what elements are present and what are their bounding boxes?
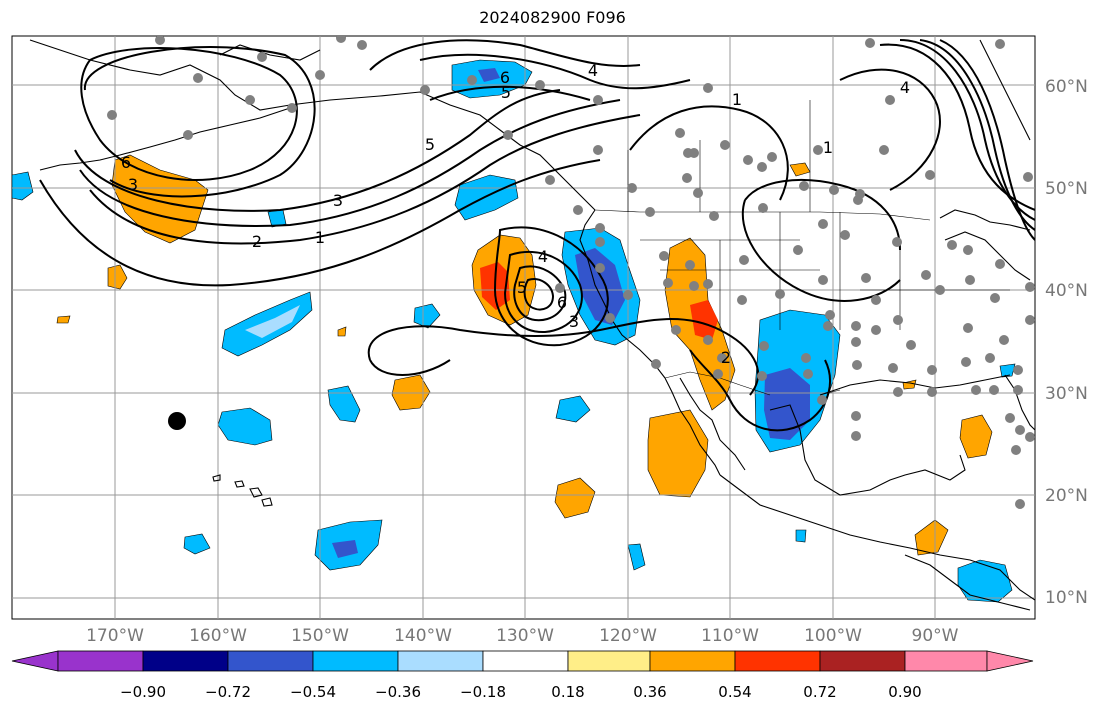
lon-label-110w: 110°W — [701, 626, 759, 646]
lon-label-140w: 140°W — [394, 626, 452, 646]
colorbar-tick-label: 0.72 — [803, 683, 837, 701]
contour-label: 3 — [128, 175, 138, 194]
contour-label: 1 — [315, 228, 325, 247]
contour-label: 4 — [588, 61, 598, 80]
contour-label: 3 — [569, 312, 579, 331]
contour-label: 2 — [252, 232, 262, 251]
colorbar-segment — [819, 650, 906, 672]
colorbar-extend-low — [11, 650, 59, 672]
colorbar-segment — [649, 650, 736, 672]
lat-label-40n: 40°N — [1045, 281, 1088, 301]
station-dots — [107, 36, 1035, 509]
map-title: 2024082900 F096 — [479, 8, 626, 27]
colorbar-tick-label: 0.36 — [633, 683, 667, 701]
colorbar-tick-label: 0.18 — [551, 683, 585, 701]
lon-label-120w: 120°W — [599, 626, 657, 646]
colorbar-tick-label: −0.54 — [290, 683, 336, 701]
colorbar-tick-label: −0.36 — [375, 683, 421, 701]
colorbar-segment — [397, 650, 484, 672]
colorbar-segment — [904, 650, 988, 672]
lat-label-60n: 60°N — [1045, 77, 1088, 97]
contour-label: 5 — [501, 83, 511, 102]
contour-label: 6 — [500, 68, 510, 87]
colorbar-segment — [227, 650, 314, 672]
lon-label-170w: 170°W — [86, 626, 144, 646]
colorbar-segment — [57, 650, 144, 672]
colorbar-tick-label: −0.18 — [460, 683, 506, 701]
contour-label: 3 — [333, 191, 343, 210]
lon-label-150w: 150°W — [291, 626, 349, 646]
colorbar-tick-label: −0.90 — [120, 683, 166, 701]
lon-label-160w: 160°W — [189, 626, 247, 646]
lat-label-20n: 20°N — [1045, 486, 1088, 506]
contour-label: 1 — [823, 138, 833, 157]
coastlines — [29, 39, 1035, 611]
marker-dot — [168, 412, 186, 430]
colorbar-segment — [142, 650, 229, 672]
contour-label: 6 — [557, 293, 567, 312]
colorbar-tick-label: 0.90 — [888, 683, 922, 701]
lon-label-90w: 90°W — [911, 626, 959, 646]
contour-label: 5 — [425, 135, 435, 154]
contour-label: 5 — [517, 278, 527, 297]
contour-labels: 6 5 4 1 5 6 4 3 3 2 1 4 5 6 3 1 2 — [121, 61, 910, 367]
lat-label-50n: 50°N — [1045, 179, 1088, 199]
contour-label: 4 — [538, 247, 548, 266]
colorbar-extend-high — [986, 650, 1034, 672]
contour-label: 2 — [721, 348, 731, 367]
positive-anomaly-regions — [56, 154, 993, 599]
lat-label-10n: 10°N — [1045, 588, 1088, 608]
colorbar-segment — [734, 650, 821, 672]
borders — [594, 100, 1010, 396]
lon-label-130w: 130°W — [496, 626, 554, 646]
lon-label-100w: 100°W — [804, 626, 862, 646]
negative-anomaly-regions — [12, 59, 1016, 603]
colorbar — [11, 650, 1034, 672]
height-contours — [39, 39, 1035, 432]
contour-label: 6 — [121, 153, 131, 172]
colorbar-segment — [312, 650, 399, 672]
lat-label-30n: 30°N — [1045, 384, 1088, 404]
colorbar-segment — [567, 650, 651, 672]
colorbar-tick-label: 0.54 — [718, 683, 752, 701]
colorbar-tick-label: −0.72 — [205, 683, 251, 701]
contour-label: 1 — [732, 90, 742, 109]
colorbar-segment — [482, 650, 569, 672]
contour-label: 4 — [900, 78, 910, 97]
